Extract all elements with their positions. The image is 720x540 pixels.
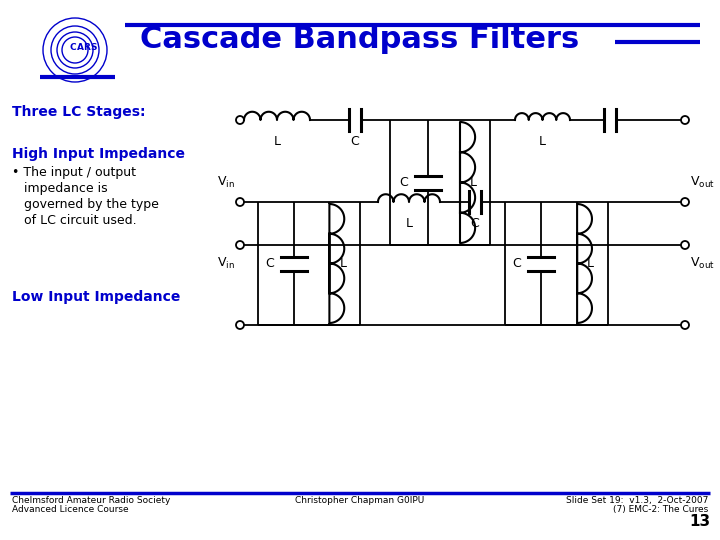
Text: L: L bbox=[539, 135, 546, 148]
Text: Chelmsford Amateur Radio Society: Chelmsford Amateur Radio Society bbox=[12, 496, 171, 505]
Text: L: L bbox=[470, 176, 477, 189]
Text: R: R bbox=[84, 44, 91, 52]
Text: Three LC Stages:: Three LC Stages: bbox=[12, 105, 145, 119]
Text: impedance is: impedance is bbox=[12, 182, 107, 195]
Text: governed by the type: governed by the type bbox=[12, 198, 159, 211]
Text: Low Input Impedance: Low Input Impedance bbox=[12, 290, 181, 304]
Text: of LC circuit used.: of LC circuit used. bbox=[12, 214, 137, 227]
Text: C: C bbox=[471, 217, 480, 230]
Text: • The input / output: • The input / output bbox=[12, 166, 136, 179]
Text: C: C bbox=[351, 135, 359, 148]
Text: V$_{\rm in}$: V$_{\rm in}$ bbox=[217, 256, 235, 271]
Text: A: A bbox=[76, 44, 84, 52]
Text: L: L bbox=[339, 257, 346, 270]
Text: Cascade Bandpass Filters: Cascade Bandpass Filters bbox=[140, 25, 580, 55]
Text: L: L bbox=[274, 135, 281, 148]
Text: V$_{\rm in}$: V$_{\rm in}$ bbox=[217, 175, 235, 190]
Text: 13: 13 bbox=[689, 515, 710, 530]
Text: S: S bbox=[91, 44, 97, 52]
Text: Christopher Chapman G0IPU: Christopher Chapman G0IPU bbox=[295, 496, 425, 505]
Text: C: C bbox=[70, 44, 76, 52]
Text: V$_{\rm out}$: V$_{\rm out}$ bbox=[690, 256, 715, 271]
Text: High Input Impedance: High Input Impedance bbox=[12, 147, 185, 161]
Text: L: L bbox=[587, 257, 594, 270]
Text: V$_{\rm out}$: V$_{\rm out}$ bbox=[690, 175, 715, 190]
Text: Slide Set 19:  v1.3,  2-Oct-2007: Slide Set 19: v1.3, 2-Oct-2007 bbox=[566, 496, 708, 505]
Text: C: C bbox=[265, 257, 274, 270]
Text: L: L bbox=[405, 217, 413, 230]
Text: C: C bbox=[400, 176, 408, 189]
Text: (7) EMC-2: The Cures: (7) EMC-2: The Cures bbox=[613, 505, 708, 514]
Text: Advanced Licence Course: Advanced Licence Course bbox=[12, 505, 129, 514]
Text: C: C bbox=[513, 257, 521, 270]
